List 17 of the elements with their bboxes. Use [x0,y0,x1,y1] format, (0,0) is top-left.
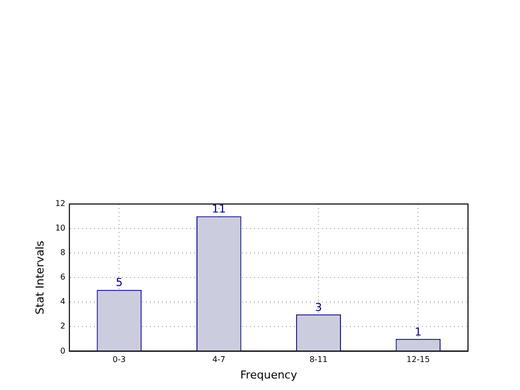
x-tick-label: 0-3 [112,355,126,364]
y-tick-label: 2 [60,322,66,331]
y-tick-label: 4 [60,297,66,306]
data-label: 1 [414,325,422,338]
y-tick-label: 10 [55,224,66,233]
x-tick-label: 12-15 [406,355,430,364]
y-tick-label: 8 [60,248,66,258]
y-tick-label: 12 [55,199,66,208]
data-label: 5 [116,276,123,290]
data-label: 3 [315,300,322,314]
x-axis-title: Frequency [240,368,298,382]
y-tick-label: 6 [60,272,66,282]
y-axis-title: Stat Intervals [33,240,46,314]
x-tick-label: 8-11 [309,355,328,364]
data-label: 11 [212,202,226,216]
x-tick-label: 4-7 [212,355,226,364]
y-tick-label: 0 [60,346,66,356]
